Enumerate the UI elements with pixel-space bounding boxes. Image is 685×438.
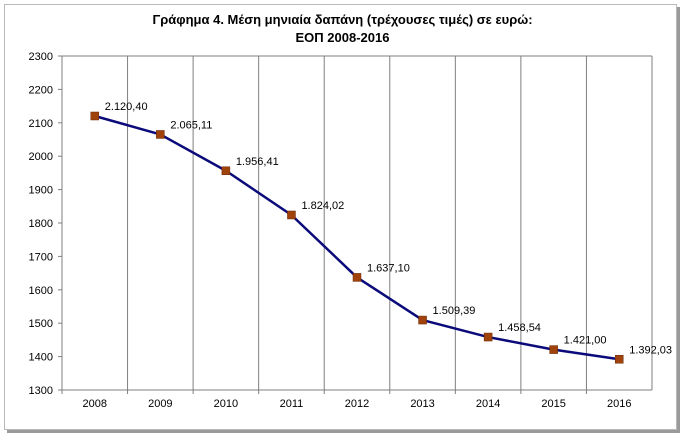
axes bbox=[58, 55, 652, 394]
data-point-marker bbox=[614, 355, 624, 364]
x-tick-label: 2016 bbox=[607, 398, 631, 410]
x-tick-label: 2013 bbox=[410, 398, 434, 410]
data-label: 1.824,02 bbox=[301, 200, 344, 212]
data-label: 1.509,39 bbox=[433, 305, 476, 317]
data-point-marker bbox=[483, 332, 493, 342]
chart-subtitle: ΕΟΠ 2008-2016 bbox=[295, 30, 390, 45]
data-label: 1.637,10 bbox=[367, 262, 410, 274]
y-tick-label: 2300 bbox=[29, 51, 53, 63]
x-tick-label: 2009 bbox=[148, 398, 172, 410]
data-point-marker bbox=[90, 111, 100, 121]
data-label: 2.065,11 bbox=[170, 119, 212, 131]
x-tick-label: 2010 bbox=[214, 398, 238, 410]
y-tick-label: 1300 bbox=[29, 385, 53, 397]
x-tick-label: 2015 bbox=[541, 398, 565, 410]
x-tick-label: 2012 bbox=[345, 398, 369, 410]
y-tick-label: 1400 bbox=[29, 352, 53, 364]
data-point-marker bbox=[549, 345, 558, 354]
y-tick-label: 2100 bbox=[29, 118, 53, 130]
chart-title: Γράφημα 4. Μέση μηνιαία δαπάνη (τρέχουσε… bbox=[152, 12, 533, 27]
chart-frame bbox=[4, 4, 677, 430]
data-labels: 2.120,40 2.065,11 1.956,41 1.824,02 1.637,10… bbox=[105, 101, 672, 356]
data-point-marker bbox=[287, 210, 296, 220]
grid-lines bbox=[62, 55, 653, 390]
data-point-marker bbox=[221, 166, 231, 176]
data-label: 2.120,40 bbox=[105, 101, 148, 113]
x-tick-label: 2014 bbox=[476, 398, 500, 410]
data-point-marker bbox=[156, 130, 165, 139]
y-tick-label: 1700 bbox=[29, 251, 53, 263]
data-point-marker bbox=[418, 315, 427, 325]
y-tick-labels: 1300 1400 1500 1600 1700 1800 1900 2000 2100 2200… bbox=[29, 51, 53, 397]
y-tick-label: 1900 bbox=[29, 185, 53, 197]
x-tick-labels: 2008 2009 2010 2011 2012 2013 2014 2015 2016 bbox=[83, 398, 632, 410]
x-tick-label: 2008 bbox=[83, 398, 107, 410]
data-label: 1.392,03 bbox=[629, 344, 672, 356]
y-tick-label: 2200 bbox=[29, 84, 53, 96]
data-label: 1.421,00 bbox=[564, 335, 607, 347]
markers bbox=[90, 111, 624, 364]
y-tick-label: 1800 bbox=[29, 218, 53, 230]
y-tick-label: 1500 bbox=[29, 318, 53, 330]
x-tick-label: 2011 bbox=[280, 398, 304, 410]
data-label: 1.956,41 bbox=[236, 156, 279, 168]
data-point-marker bbox=[352, 273, 362, 282]
y-tick-label: 1600 bbox=[29, 285, 53, 297]
y-tick-label: 2000 bbox=[29, 151, 53, 163]
data-label: 1.458,54 bbox=[498, 322, 541, 334]
